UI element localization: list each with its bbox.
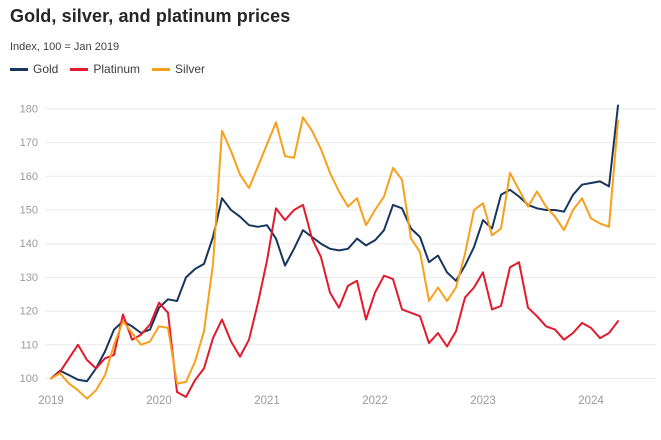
x-tick-label: 2021: [254, 395, 280, 407]
y-tick-label: 160: [20, 171, 38, 183]
y-tick-label: 100: [20, 373, 38, 385]
x-tick-label: 2022: [362, 395, 388, 407]
x-axis-labels: 2019 2020 2021 2022 2023 2024: [38, 395, 604, 407]
y-axis-labels: 100 110 120 130 140 150 160 170 180: [20, 103, 38, 385]
y-tick-label: 110: [20, 339, 38, 351]
x-tick-label: 2024: [578, 395, 604, 407]
legend-label: Silver: [175, 62, 206, 76]
y-tick-label: 150: [20, 205, 38, 217]
silver-line: [50, 116, 619, 400]
legend-item-silver: Silver: [152, 62, 205, 76]
legend-item-gold: Gold: [10, 62, 58, 76]
platinum-line: [50, 203, 619, 398]
legend-swatch-platinum: [70, 67, 89, 71]
y-tick-label: 170: [20, 137, 38, 149]
legend-label: Platinum: [93, 62, 141, 76]
y-gridlines: [45, 108, 656, 379]
legend-item-platinum: Platinum: [70, 62, 140, 76]
x-tick-label: 2023: [470, 395, 496, 407]
y-tick-label: 140: [20, 238, 38, 250]
chart-subtitle: Index, 100 = Jan 2019: [10, 41, 120, 53]
legend-label: Gold: [33, 62, 59, 76]
legend-swatch-silver: [152, 67, 171, 71]
chart-title: Gold, silver, and platinum prices: [10, 6, 291, 26]
y-tick-label: 180: [20, 103, 38, 115]
x-tick-label: 2020: [146, 395, 172, 407]
y-tick-label: 130: [20, 272, 38, 284]
gold-line: [50, 104, 619, 383]
x-tick-label: 2019: [38, 395, 64, 407]
y-tick-label: 120: [20, 306, 38, 318]
legend-swatch-gold: [10, 67, 28, 71]
chart-legend: Gold Platinum Silver: [10, 62, 205, 76]
